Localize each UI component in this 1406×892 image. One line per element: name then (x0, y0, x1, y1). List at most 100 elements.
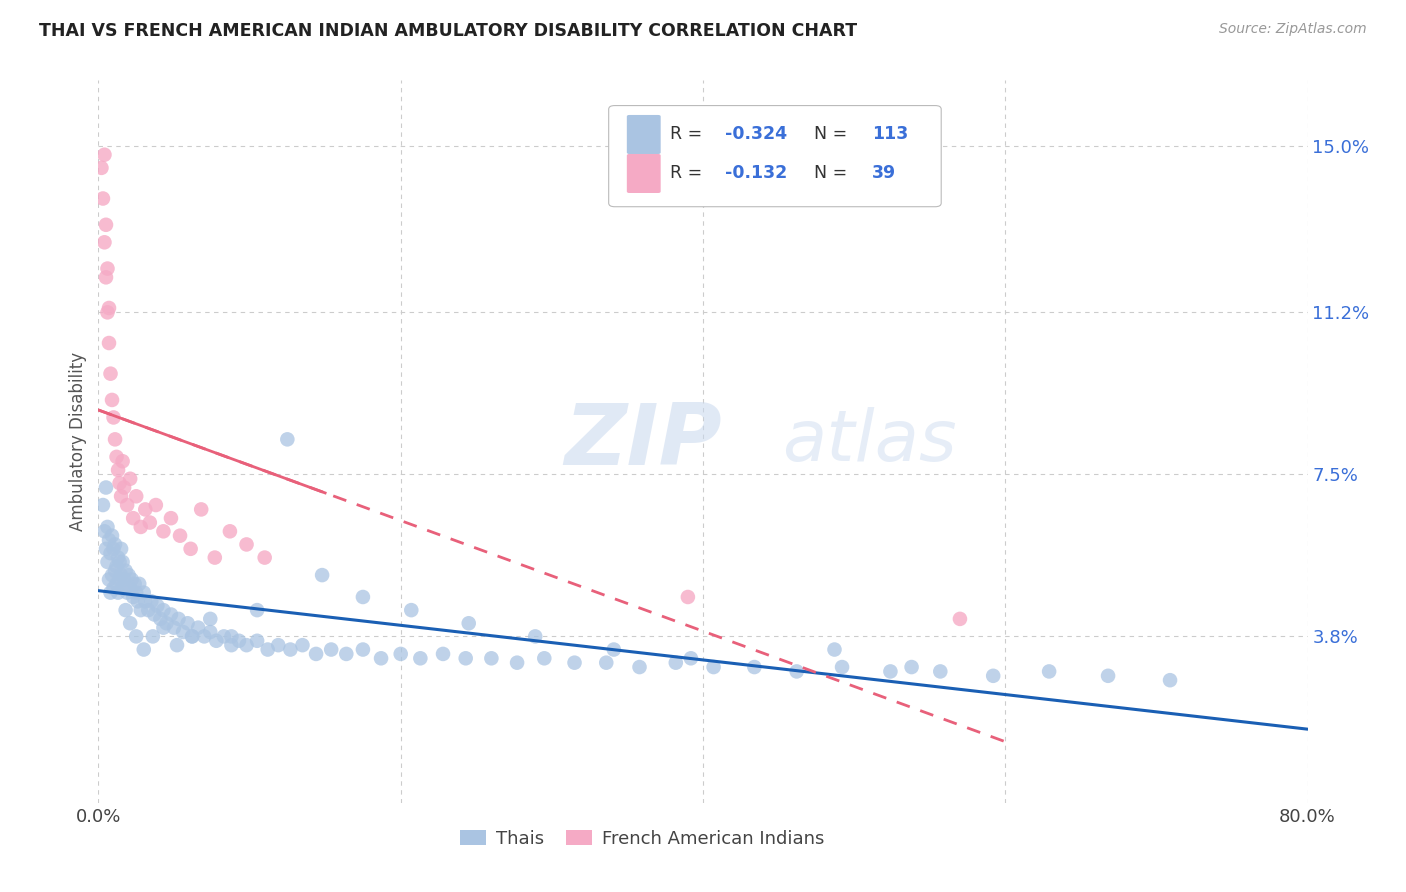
Point (103, 581, 125, 595)
Point (112, 481, 135, 495)
Point (134, 502, 156, 516)
Point (246, 633, 269, 648)
Point (352, 590, 374, 604)
Point (108, 573, 131, 587)
Point (103, 541, 125, 556)
Point (389, 647, 412, 661)
Point (93, 235, 115, 250)
Point (454, 651, 477, 665)
Point (90, 161, 112, 175)
Point (94, 270, 117, 285)
Point (125, 629, 148, 643)
Point (96, 261, 118, 276)
Point (132, 642, 155, 657)
Text: 113: 113 (872, 126, 908, 144)
Point (98, 301, 121, 315)
Text: THAI VS FRENCH AMERICAN INDIAN AMBULATORY DISABILITY CORRELATION CHART: THAI VS FRENCH AMERICAN INDIAN AMBULATOR… (39, 22, 858, 40)
Point (127, 594, 149, 608)
Point (91, 498, 114, 512)
Text: atlas: atlas (782, 407, 956, 476)
Point (155, 616, 177, 631)
Point (110, 568, 132, 582)
Text: Source: ZipAtlas.com: Source: ZipAtlas.com (1219, 22, 1367, 37)
Point (676, 590, 699, 604)
Point (187, 621, 209, 635)
Point (949, 612, 972, 626)
Point (900, 660, 922, 674)
Point (107, 585, 129, 599)
Point (152, 621, 174, 635)
Point (105, 450, 128, 464)
Point (152, 603, 174, 617)
Point (118, 568, 141, 582)
Point (100, 367, 122, 381)
Point (703, 660, 725, 674)
Point (120, 616, 142, 631)
Point (879, 665, 901, 679)
Point (228, 633, 250, 648)
Point (129, 520, 152, 534)
Point (200, 625, 222, 640)
Point (105, 577, 128, 591)
Point (176, 616, 198, 631)
Point (122, 511, 145, 525)
Point (96, 555, 118, 569)
Point (121, 573, 143, 587)
Point (167, 612, 190, 626)
Point (221, 629, 243, 643)
Point (169, 529, 191, 543)
Point (93, 147, 115, 161)
Point (280, 642, 302, 657)
Point (205, 633, 228, 648)
Point (564, 656, 586, 670)
Point (101, 529, 124, 543)
Text: N =: N = (803, 126, 853, 144)
Point (163, 621, 186, 635)
Point (105, 559, 128, 574)
Point (101, 568, 124, 582)
Point (134, 594, 156, 608)
Point (221, 638, 243, 652)
Point (665, 656, 688, 670)
Point (831, 660, 853, 674)
FancyBboxPatch shape (609, 105, 941, 207)
Point (603, 642, 626, 657)
Legend: Thais, French American Indians: Thais, French American Indians (453, 822, 832, 855)
Point (533, 651, 555, 665)
Point (125, 489, 148, 503)
Text: R =: R = (671, 126, 709, 144)
Point (235, 638, 257, 652)
Point (104, 537, 127, 551)
Point (93, 524, 115, 539)
Point (141, 594, 163, 608)
Point (152, 524, 174, 539)
Point (100, 585, 122, 599)
Point (110, 489, 132, 503)
Point (181, 629, 204, 643)
Point (160, 607, 183, 622)
Point (132, 585, 155, 599)
Point (104, 564, 127, 578)
Point (786, 665, 808, 679)
Point (115, 498, 138, 512)
Point (311, 568, 333, 582)
Point (94, 481, 117, 495)
Point (160, 511, 183, 525)
Point (96, 305, 118, 319)
Point (122, 590, 145, 604)
Point (457, 616, 479, 631)
Point (181, 629, 204, 643)
Point (104, 433, 127, 447)
Point (204, 550, 226, 565)
Text: N =: N = (803, 164, 853, 183)
Point (193, 629, 215, 643)
Text: -0.132: -0.132 (724, 164, 787, 183)
Point (108, 476, 131, 491)
Point (94, 218, 117, 232)
Point (291, 638, 314, 652)
Point (235, 537, 257, 551)
Text: R =: R = (671, 164, 709, 183)
Point (91, 192, 114, 206)
Point (145, 498, 167, 512)
Point (267, 638, 290, 652)
